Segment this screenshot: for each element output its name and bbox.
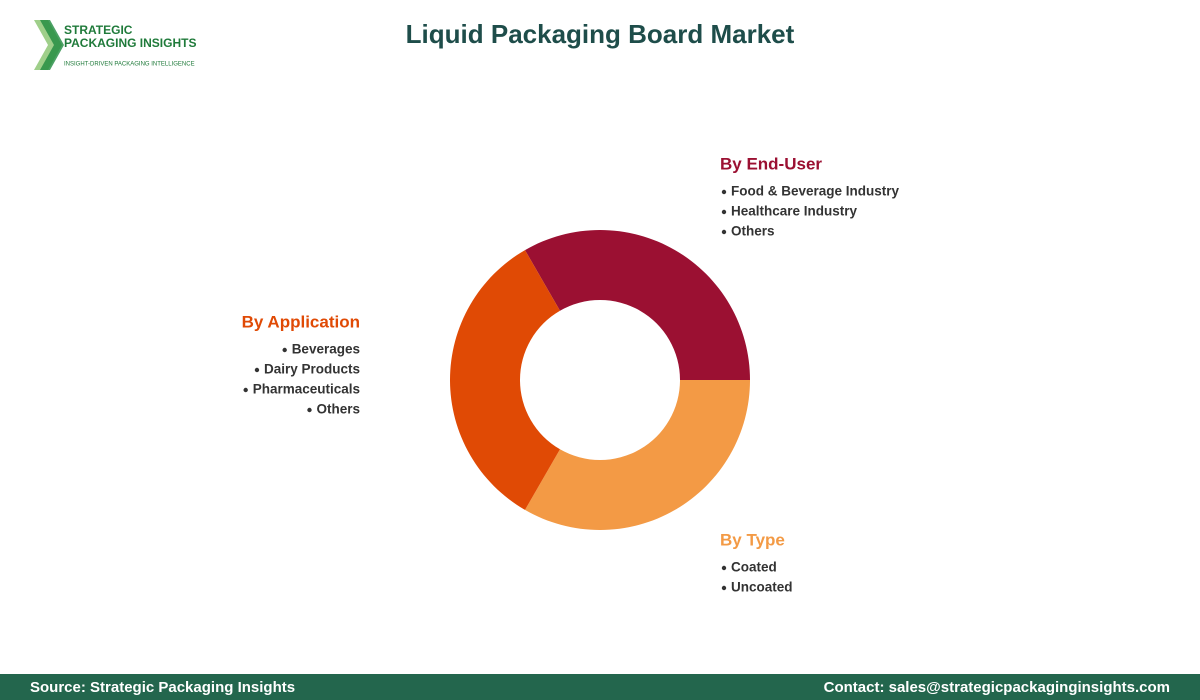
bullet — [721, 229, 727, 235]
segment-item: Uncoated — [731, 580, 793, 595]
segment-item: Others — [731, 224, 775, 239]
logo-tagline: INSIGHT-DRIVEN PACKAGING INTELLIGENCE — [64, 62, 195, 68]
bullet — [721, 209, 727, 215]
bullet — [721, 189, 727, 195]
segment-title: By End-User — [720, 154, 822, 173]
bullet — [721, 585, 727, 591]
logo-text: STRATEGIC — [64, 23, 133, 37]
donut-segment — [525, 380, 750, 530]
title: Liquid Packaging Board Market — [406, 19, 795, 49]
bullet — [721, 565, 727, 571]
footer-source: Source: Strategic Packaging Insights — [30, 679, 295, 696]
bullet — [254, 367, 260, 373]
donut — [450, 230, 750, 530]
segment-item: Food & Beverage Industry — [731, 184, 900, 199]
logo: STRATEGIC PACKAGING INSIGHTS INSIGHT-DRI… — [34, 20, 196, 70]
footer-bar — [0, 674, 1200, 700]
footer-contact: Contact: sales@strategicpackaginginsight… — [824, 679, 1170, 696]
logo-text: PACKAGING INSIGHTS — [64, 36, 196, 50]
segment-item: Others — [316, 402, 360, 417]
segment-item: Dairy Products — [264, 362, 360, 377]
donut-segment — [450, 250, 560, 510]
donut-segment — [525, 230, 750, 380]
segment-item: Beverages — [292, 342, 360, 357]
bullet — [282, 347, 287, 353]
bullet — [307, 407, 312, 413]
bullet — [243, 387, 248, 393]
segment-item: Coated — [731, 560, 777, 575]
segment-item: Pharmaceuticals — [253, 382, 360, 397]
logo-chevron — [40, 20, 64, 70]
segment-title: By Application — [242, 312, 360, 331]
segment-item: Healthcare Industry — [731, 204, 858, 219]
segment-title: By Type — [720, 530, 785, 549]
